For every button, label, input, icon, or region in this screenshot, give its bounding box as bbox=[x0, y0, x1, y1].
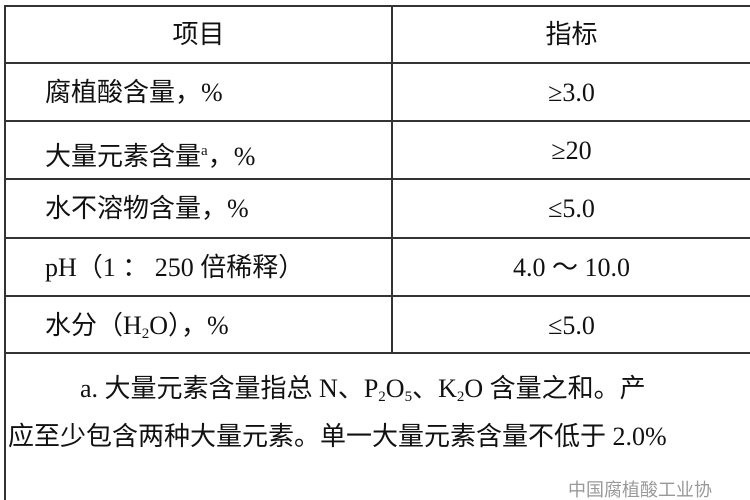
superscript: a bbox=[201, 143, 208, 159]
row-label: 水分（H2O），% bbox=[45, 297, 229, 355]
subscript: 5 bbox=[404, 389, 413, 405]
subscript: 2 bbox=[378, 389, 386, 405]
row-label: 水不溶物含量，% bbox=[45, 180, 249, 238]
row-value: 4.0 ～ 10.0 bbox=[512, 253, 630, 282]
header-cell: 指标 bbox=[545, 20, 598, 49]
text: 水分（H bbox=[45, 311, 142, 340]
header-cell: 项目 bbox=[172, 20, 225, 49]
row-value: ≥3.0 bbox=[548, 78, 595, 107]
text: a. 大量元素含量指总 N、P bbox=[80, 374, 379, 403]
text: O），% bbox=[149, 311, 229, 340]
rule bbox=[5, 178, 750, 180]
footnote-line: 应至少包含两种大量元素。单一大量元素含量不低于 2.0% bbox=[8, 416, 667, 453]
watermark: 中国腐植酸工业协 bbox=[568, 480, 712, 500]
footnote-line: a. 大量元素含量指总 N、P2O5、K2O 含量之和。产 bbox=[80, 368, 646, 406]
row-value: ≤5.0 bbox=[548, 194, 595, 223]
text: pH（1 ： 250 倍稀释） bbox=[45, 253, 305, 282]
text: 应至少包含两种大量元素。单一大量元素含量不低于 2.0% bbox=[8, 422, 667, 451]
rule bbox=[5, 5, 750, 7]
text: O bbox=[385, 374, 405, 403]
row-label: 腐植酸含量，% bbox=[45, 64, 223, 122]
rule bbox=[5, 352, 750, 354]
subscript: 2 bbox=[141, 326, 150, 342]
rule bbox=[391, 5, 393, 353]
row-value: ≤5.0 bbox=[548, 311, 595, 340]
rule bbox=[5, 237, 750, 239]
text: ，% bbox=[207, 142, 256, 171]
text: 、K bbox=[412, 374, 457, 403]
rule bbox=[5, 120, 750, 122]
row-label: 大量元素含量a，% bbox=[45, 122, 255, 180]
rule bbox=[5, 62, 750, 64]
text: 腐植酸含量，% bbox=[45, 78, 223, 107]
rule bbox=[5, 295, 750, 297]
text: O 含量之和。产 bbox=[464, 374, 646, 403]
text: 水不溶物含量，% bbox=[45, 194, 249, 223]
row-label: pH（1 ： 250 倍稀释） bbox=[45, 239, 304, 297]
text: 大量元素含量 bbox=[45, 142, 202, 171]
subscript: 2 bbox=[456, 389, 465, 405]
row-value: ≥20 bbox=[551, 136, 592, 165]
rule bbox=[4, 5, 6, 500]
